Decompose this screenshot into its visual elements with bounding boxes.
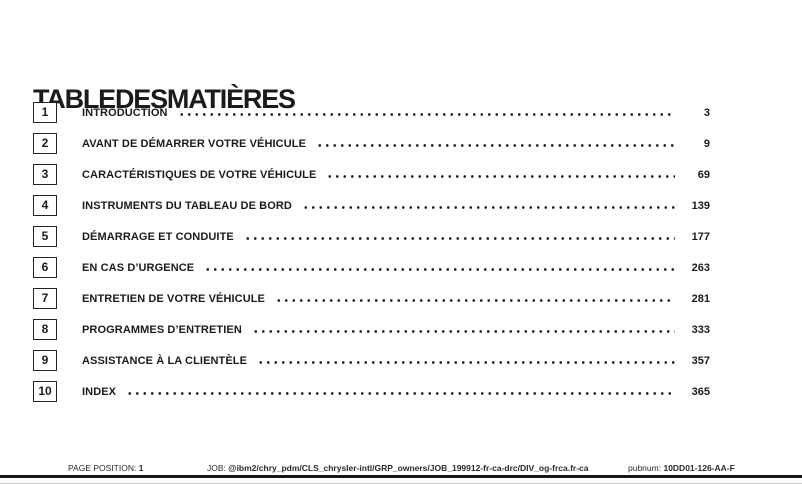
chapter-title: ASSISTANCE À LA CLIENTÈLE — [82, 355, 248, 367]
chapter-page-number: 357 — [691, 355, 710, 367]
chapter-page-number: 139 — [691, 200, 710, 212]
toc-entry: 8 PROGRAMMES D’ENTRETIEN 333 — [33, 315, 710, 346]
chapter-number-box: 3 — [33, 164, 57, 185]
footer-job-value: @ibm2/chry_pdm/CLS_chrysler-intl/GRP_own… — [228, 463, 589, 473]
toc-entry: 5 DÉMARRAGE ET CONDUITE 177 — [33, 222, 710, 253]
chapter-page-number: 9 — [703, 138, 710, 150]
chapter-number-box: 10 — [33, 381, 57, 402]
chapter-number-box: 7 — [33, 288, 57, 309]
chapter-page-number: 281 — [691, 293, 710, 305]
dot-leader — [243, 237, 675, 240]
dot-leader — [251, 330, 675, 333]
footer-page-position-value: 1 — [138, 463, 144, 473]
chapter-page-number: 69 — [697, 169, 710, 181]
chapter-page-number: 177 — [691, 231, 710, 243]
footer-page-position-label: PAGE POSITION: — [68, 463, 137, 473]
chapter-number-box: 8 — [33, 319, 57, 340]
chapter-number-box: 6 — [33, 257, 57, 278]
page-title: TABLEDESMATIÈRES — [33, 84, 296, 115]
chapter-title: INDEX — [82, 386, 117, 398]
footer-pubnum-label: pubnum: — [628, 463, 662, 473]
toc-entry: 1 INTRODUCTION 3 — [33, 98, 710, 129]
chapter-title: PROGRAMMES D’ENTRETIEN — [82, 324, 242, 336]
footer-job: JOB: @ibm2/chry_pdm/CLS_chrysler-intl/GR… — [207, 463, 589, 473]
chapter-number-box: 5 — [33, 226, 57, 247]
chapter-page-number: 3 — [703, 107, 710, 119]
chapter-page-number: 365 — [691, 386, 710, 398]
chapter-title: INTRODUCTION — [82, 107, 168, 119]
dot-leader — [177, 113, 675, 116]
chapter-number-box: 9 — [33, 350, 57, 371]
dot-leader — [204, 268, 675, 271]
toc-entry: 3 CARACTÉRISTIQUES DE VOTRE VÉHICULE 69 — [33, 160, 710, 191]
toc-entry: 6 EN CAS D’URGENCE 263 — [33, 253, 710, 284]
chapter-title: ENTRETIEN DE VOTRE VÉHICULE — [82, 293, 265, 305]
dot-leader — [257, 361, 675, 364]
chapter-number-box: 1 — [33, 102, 57, 123]
chapter-title: DÉMARRAGE ET CONDUITE — [82, 231, 234, 243]
chapter-title: AVANT DE DÉMARRER VOTRE VÉHICULE — [82, 138, 307, 150]
dot-leader — [301, 206, 675, 209]
chapter-page-number: 263 — [691, 262, 710, 274]
dot-leader — [275, 299, 675, 302]
chapter-number-box: 4 — [33, 195, 57, 216]
footer-page-position: PAGE POSITION: 1 — [68, 463, 143, 473]
chapter-page-number: 333 — [691, 324, 710, 336]
chapter-title: CARACTÉRISTIQUES DE VOTRE VÉHICULE — [82, 169, 317, 181]
toc-entry: 2 AVANT DE DÉMARRER VOTRE VÉHICULE 9 — [33, 129, 710, 160]
toc-entry: 4 INSTRUMENTS DU TABLEAU DE BORD 139 — [33, 191, 710, 222]
toc-list: 1 INTRODUCTION 3 2 AVANT DE DÉMARRER VOT… — [33, 98, 710, 408]
toc-entry: 7 ENTRETIEN DE VOTRE VÉHICULE 281 — [33, 284, 710, 315]
footer-pubnum-value: 10DD01-126-AA-F — [663, 463, 735, 473]
chapter-number-box: 2 — [33, 133, 57, 154]
footer-rule-line — [0, 475, 802, 478]
toc-entry: 9 ASSISTANCE À LA CLIENTÈLE 357 — [33, 346, 710, 377]
chapter-title: EN CAS D’URGENCE — [82, 262, 195, 274]
toc-entry: 10 INDEX 365 — [33, 377, 710, 408]
dot-leader — [316, 144, 675, 147]
footer-pubnum: pubnum: 10DD01-126-AA-F — [628, 463, 735, 473]
footer-job-label: JOB: — [207, 463, 226, 473]
chapter-title: INSTRUMENTS DU TABLEAU DE BORD — [82, 200, 292, 212]
dot-leader — [326, 175, 675, 178]
dot-leader — [126, 392, 675, 395]
